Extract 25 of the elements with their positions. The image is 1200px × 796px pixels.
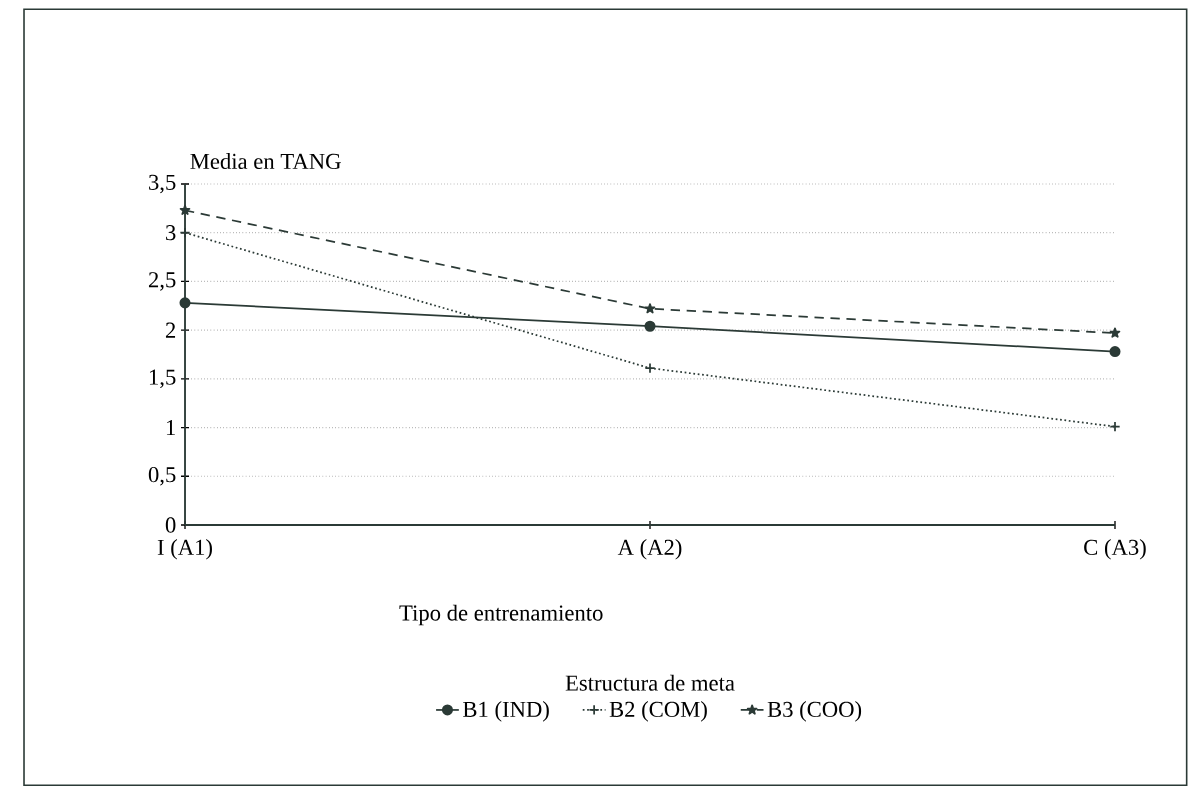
x-tick-label: I (A1) (157, 539, 212, 560)
point (1109, 346, 1121, 358)
y-tick-label: 2 (165, 322, 176, 338)
point (179, 204, 191, 215)
x-tick-label: A (A2) (617, 539, 682, 560)
y-tick-label: 1 (166, 420, 175, 436)
y-tick-label: 0 (165, 517, 176, 533)
y-tick-label: 1,5 (149, 369, 176, 389)
point (1109, 421, 1121, 433)
point (1109, 327, 1121, 338)
point (179, 297, 191, 309)
legend-title: Estructura de meta (565, 674, 735, 691)
y-tick-label: 3,5 (149, 174, 176, 194)
point (644, 362, 656, 374)
y-axis-title: Media en TANG (190, 153, 341, 170)
y-tick-label: 2,5 (148, 272, 176, 291)
legend-label: B1 (IND) (463, 701, 549, 722)
point (644, 320, 656, 332)
legend-label: B2 (COM) (609, 701, 707, 722)
y-tick-label: 3 (166, 225, 176, 241)
y-tick-label: 0,5 (148, 466, 176, 486)
point (644, 303, 656, 314)
legend-label: B3 (COO) (767, 701, 862, 722)
x-axis-title: Tipo de entrenamiento (399, 604, 603, 626)
x-tick-label: C (A3) (1084, 539, 1146, 560)
